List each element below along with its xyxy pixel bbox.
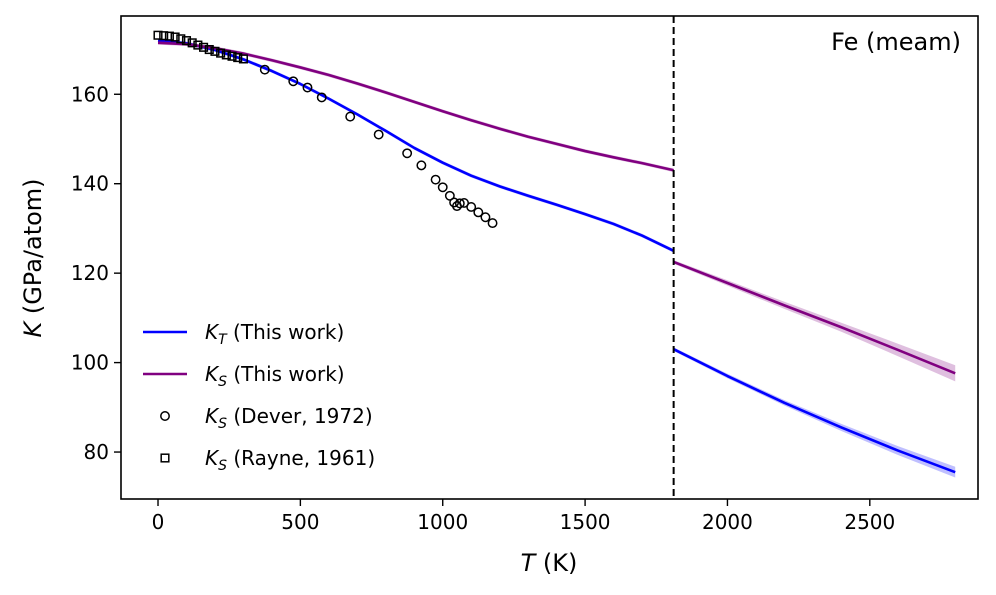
data-point-rayne xyxy=(176,34,186,44)
data-point-dever xyxy=(430,174,441,185)
series-line-1 xyxy=(673,348,956,474)
data-point-rayne xyxy=(164,31,174,41)
x-tick-label: 1500 xyxy=(560,510,611,534)
y-tick-label: 160 xyxy=(71,82,109,106)
data-point-rayne xyxy=(153,30,163,40)
data-point-rayne xyxy=(233,53,243,63)
data-point-dever xyxy=(487,218,498,229)
uncertainty-band-2 xyxy=(158,41,674,173)
y-tick-label: 120 xyxy=(71,261,109,285)
data-point-dever xyxy=(302,82,313,93)
data-point-dever xyxy=(373,129,384,140)
data-point-dever xyxy=(466,202,477,212)
data-point-rayne xyxy=(187,38,197,48)
legend-label: KS (Rayne, 1961) xyxy=(205,446,375,474)
legend: KT (This work) KS (This work) KS (Dever, 1… xyxy=(143,320,375,474)
data-point-rayne xyxy=(227,51,237,61)
data-point-rayne xyxy=(181,36,192,46)
data-point-dever xyxy=(444,190,455,201)
data-point-rayne xyxy=(159,31,169,41)
legend-swatch-circle xyxy=(160,411,170,421)
series-line-0 xyxy=(157,39,675,252)
y-axis: 80 100 120 140 160 xyxy=(71,82,121,464)
uncertainty-band-0 xyxy=(158,38,674,253)
data-point-rayne xyxy=(216,48,226,58)
x-tick-label: 0 xyxy=(152,510,165,534)
y-axis-label: K (GPa/atom) xyxy=(19,178,47,337)
data-point-dever xyxy=(459,197,470,208)
data-point-rayne xyxy=(210,46,220,56)
plot-content xyxy=(153,16,956,499)
x-axis-label: T (K) xyxy=(521,549,578,577)
x-tick-label: 500 xyxy=(281,510,319,534)
data-point-dever xyxy=(454,198,465,209)
plot-frame xyxy=(120,15,979,500)
y-tick-label: 100 xyxy=(71,351,109,375)
data-point-rayne xyxy=(193,40,203,50)
data-point-rayne xyxy=(238,54,248,64)
y-tick-label: 140 xyxy=(71,172,109,196)
data-point-rayne xyxy=(170,32,180,42)
series-line-3 xyxy=(673,260,956,375)
legend-label: KS (Dever, 1972) xyxy=(205,404,373,432)
annotation-label: Fe (meam) xyxy=(831,28,961,56)
data-point-dever xyxy=(345,111,356,122)
legend-label: KT (This work) xyxy=(205,320,344,348)
legend-label: KS (This work) xyxy=(205,362,345,390)
legend-swatch-square xyxy=(160,453,170,463)
x-tick-label: 1000 xyxy=(417,510,468,534)
data-point-dever xyxy=(259,64,270,75)
data-point-dever xyxy=(416,160,427,171)
x-tick-label: 2000 xyxy=(702,510,753,534)
data-point-dever xyxy=(402,148,413,159)
data-point-dever xyxy=(473,207,484,218)
data-point-dever xyxy=(316,92,327,103)
data-point-rayne xyxy=(221,50,231,60)
y-tick-label: 80 xyxy=(84,440,109,464)
uncertainty-band-1 xyxy=(673,347,956,478)
data-point-dever xyxy=(437,182,448,193)
x-tick-label: 2500 xyxy=(844,510,895,534)
data-point-dever xyxy=(480,212,491,223)
x-axis: 0 500 1000 1500 2000 2500 xyxy=(152,499,895,534)
series-line-2 xyxy=(157,41,674,172)
data-point-dever xyxy=(288,76,299,87)
data-point-rayne xyxy=(204,44,214,55)
data-point-rayne xyxy=(199,42,209,52)
